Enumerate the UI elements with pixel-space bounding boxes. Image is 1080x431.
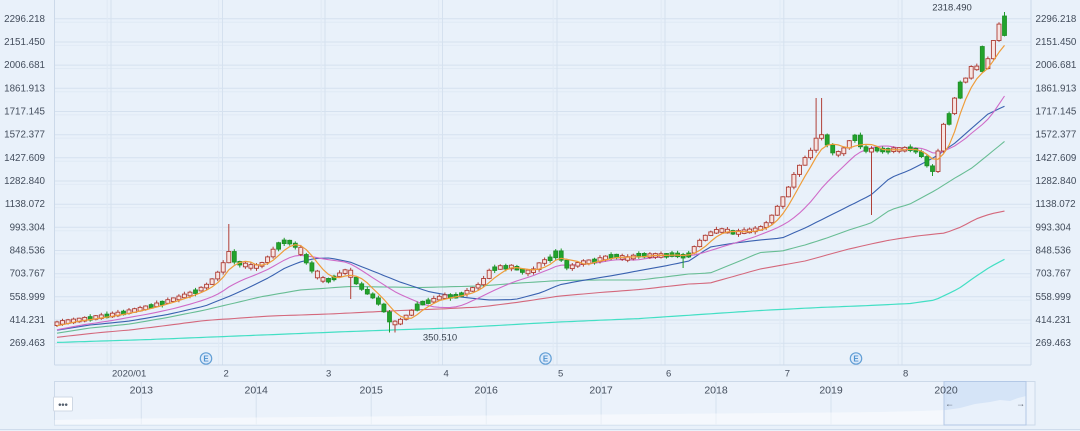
svg-text:1861.913: 1861.913	[4, 83, 45, 94]
svg-text:6: 6	[666, 369, 671, 380]
svg-text:1138.072: 1138.072	[5, 199, 45, 210]
svg-text:7: 7	[785, 369, 790, 380]
svg-text:1717.145: 1717.145	[4, 107, 45, 118]
svg-text:703.767: 703.767	[1036, 269, 1071, 280]
svg-text:→: →	[1016, 399, 1025, 409]
svg-text:848.536: 848.536	[1036, 246, 1072, 257]
svg-text:2318.490: 2318.490	[932, 3, 972, 14]
svg-text:2013: 2013	[130, 385, 154, 397]
svg-text:1572.377: 1572.377	[1036, 130, 1077, 141]
svg-text:2296.218: 2296.218	[1036, 14, 1077, 25]
svg-text:2006.681: 2006.681	[4, 60, 45, 71]
svg-text:2015: 2015	[360, 385, 384, 397]
svg-text:1427.609: 1427.609	[4, 153, 45, 164]
svg-text:5: 5	[558, 369, 563, 380]
svg-text:2018: 2018	[704, 385, 728, 397]
svg-text:E: E	[853, 355, 859, 364]
svg-text:8: 8	[903, 369, 908, 380]
svg-text:993.304: 993.304	[10, 222, 46, 233]
svg-text:2017: 2017	[589, 385, 613, 397]
svg-text:414.231: 414.231	[10, 315, 45, 326]
svg-text:269.463: 269.463	[1036, 338, 1072, 349]
svg-text:1427.609: 1427.609	[1036, 153, 1077, 164]
svg-text:2019: 2019	[819, 385, 843, 397]
svg-text:414.231: 414.231	[1036, 315, 1071, 326]
svg-text:558.999: 558.999	[1036, 292, 1071, 303]
svg-text:2006.681: 2006.681	[1036, 60, 1077, 71]
svg-text:1282.840: 1282.840	[4, 176, 45, 187]
svg-text:4: 4	[444, 369, 449, 380]
svg-text:2020/01: 2020/01	[112, 369, 146, 380]
svg-text:350.510: 350.510	[423, 333, 457, 344]
svg-text:1138.072: 1138.072	[1036, 199, 1076, 210]
svg-text:993.304: 993.304	[1036, 222, 1072, 233]
svg-text:2151.450: 2151.450	[4, 37, 45, 48]
svg-text:3: 3	[326, 369, 331, 380]
svg-text:1717.145: 1717.145	[1036, 107, 1077, 118]
svg-text:2016: 2016	[475, 385, 499, 397]
svg-text:269.463: 269.463	[10, 338, 46, 349]
svg-text:2296.218: 2296.218	[4, 14, 45, 25]
svg-text:←: ←	[945, 399, 954, 409]
svg-text:•••: •••	[58, 400, 67, 410]
svg-text:1282.840: 1282.840	[1036, 176, 1077, 187]
svg-text:1572.377: 1572.377	[4, 130, 45, 141]
svg-text:848.536: 848.536	[10, 246, 46, 257]
svg-text:E: E	[203, 355, 209, 364]
svg-text:2014: 2014	[245, 385, 269, 397]
svg-text:703.767: 703.767	[10, 269, 45, 280]
svg-text:558.999: 558.999	[10, 292, 45, 303]
svg-text:2: 2	[224, 369, 229, 380]
svg-text:2151.450: 2151.450	[1036, 37, 1077, 48]
svg-text:E: E	[543, 355, 549, 364]
svg-text:2020: 2020	[934, 385, 958, 397]
svg-text:1861.913: 1861.913	[1036, 83, 1077, 94]
